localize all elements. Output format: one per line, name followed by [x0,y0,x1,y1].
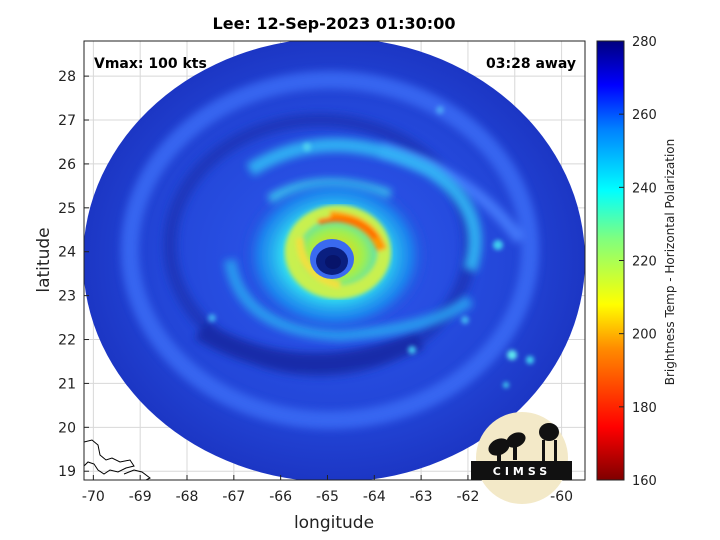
coastline [84,439,135,475]
colorbar-tick-label: 220 [632,255,657,270]
logo-bar [471,461,572,480]
y-tick-label: 21 [58,376,76,392]
colorbar-tick-label: 200 [632,328,657,343]
y-tick-label: 26 [58,157,76,173]
coastline-2 [123,469,151,480]
x-tick-label: -66 [269,489,292,505]
colorbar: 160 180 200 220 240 260 280 Brightness Temp - … [596,35,677,489]
colorbar-tick-label: 240 [632,181,657,196]
x-tick-label: -62 [457,489,480,505]
x-tick-label: -69 [129,489,152,505]
y-tick-label: 24 [58,245,76,261]
x-tick-label: -60 [550,489,573,505]
colorbar-tick-label: 160 [632,474,657,489]
x-tick-label: -63 [410,489,433,505]
x-tick-label: -65 [316,489,339,505]
axes-frame [83,40,586,481]
vmax-annotation: Vmax: 100 kts [94,56,207,72]
y-tick-label: 22 [58,333,76,349]
logo-text: CIMSS [493,465,551,478]
water-tower-icon [539,423,559,468]
x-axis-label: longitude [294,513,374,533]
convective-cells [208,106,534,388]
colorbar-tick-label: 180 [632,401,657,416]
x-tick-label: -64 [363,489,386,505]
y-axis-label: latitude [34,227,54,292]
y-tick-label: 23 [58,289,76,305]
y-tick-label: 20 [58,420,76,436]
colorbar-tick-label: 260 [632,108,657,123]
chart-title: Lee: 12-Sep-2023 01:30:00 [213,14,456,33]
colorbar-tick-label: 280 [632,35,657,50]
colorbar-ticks: 160 180 200 220 240 260 280 [619,35,657,489]
hurricane-eye-center [325,255,341,269]
eyewall [285,205,391,299]
y-tick-label: 28 [58,69,76,85]
y-tick-label: 27 [58,113,76,129]
y-tick-label: 19 [58,464,76,480]
x-tick-label: -68 [176,489,199,505]
y-tick-label: 25 [58,201,76,217]
y-ticks: 19 20 21 22 23 24 25 26 27 28 [58,69,89,480]
time-away-annotation: 03:28 away [486,56,576,72]
satellite-dish-icon [488,432,526,464]
x-tick-label: -70 [82,489,105,505]
x-tick-label: -67 [222,489,245,505]
colorbar-label: Brightness Temp - Horizontal Polarizatio… [663,139,677,386]
cimss-logo: CIMSS [471,412,572,504]
